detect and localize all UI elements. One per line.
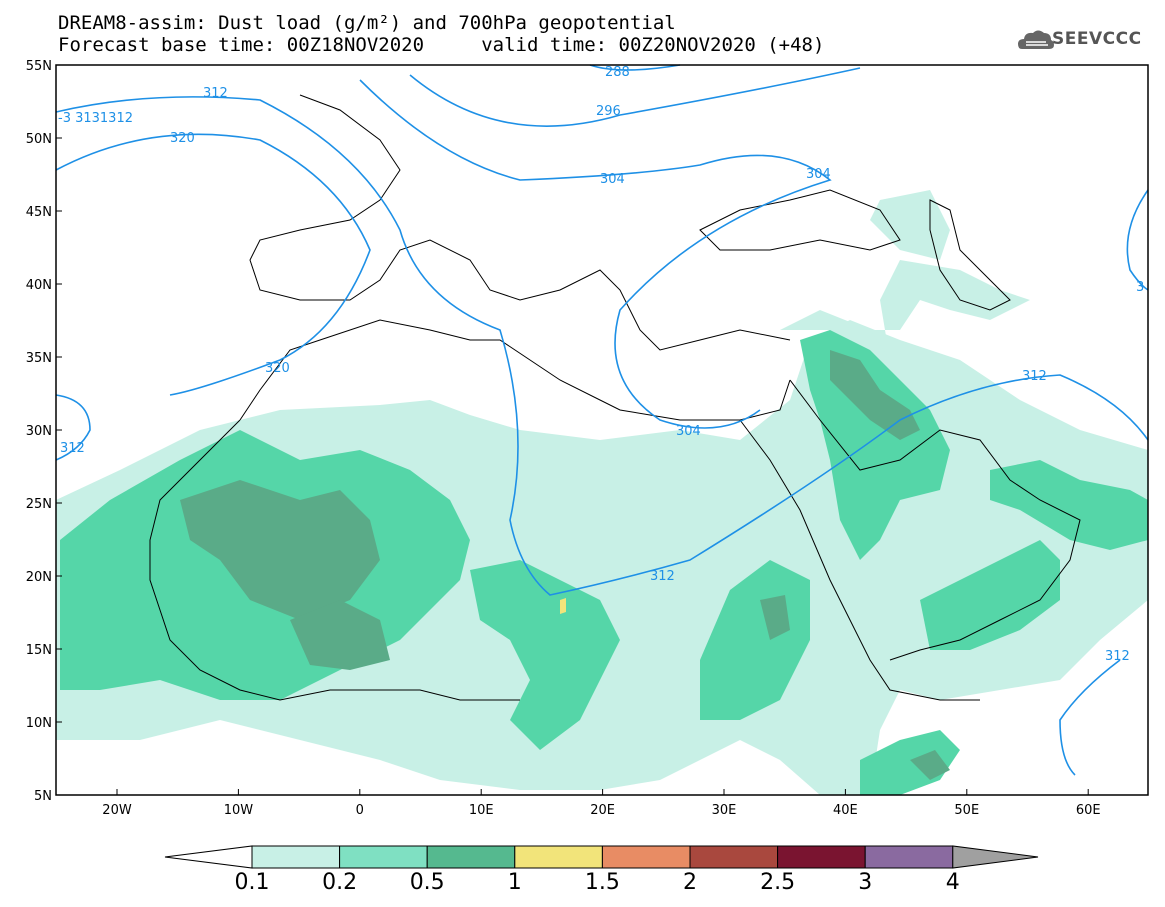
contour-label: 288 xyxy=(605,65,630,80)
colorbar-swatch xyxy=(689,845,779,869)
colorbar xyxy=(164,845,1039,869)
colorbar-high-arrow xyxy=(952,845,1039,869)
contour-304 xyxy=(359,79,832,429)
coastline-caspian xyxy=(929,199,1011,311)
lat-tick-label: 10N xyxy=(26,716,52,731)
colorbar-label: 0.1 xyxy=(234,870,270,895)
dust-load-field xyxy=(56,190,1148,795)
contour-label: 304 xyxy=(600,172,625,187)
colorbar-swatch xyxy=(777,845,866,869)
lat-tick-label: 25N xyxy=(26,497,52,512)
lon-tick-label: 10E xyxy=(469,803,494,818)
cloud-logo-icon xyxy=(1018,30,1054,49)
contour-labels: 288 296 304 312 320 -3 3131312 312 304 3… xyxy=(58,65,1144,664)
lat-tick-label: 45N xyxy=(26,205,52,220)
contour-label: 304 xyxy=(676,424,701,439)
lon-tick-label: 10W xyxy=(224,803,254,818)
contour-3-east xyxy=(1126,189,1149,291)
colorbar-label: 2 xyxy=(683,870,697,895)
contour-320 xyxy=(55,133,371,396)
logo-text: SEEVCCC xyxy=(1052,29,1142,49)
dust-area-medium-5 xyxy=(920,540,1060,650)
dust-area-medium-7 xyxy=(860,730,960,795)
coastline-europe xyxy=(249,94,791,351)
coastline-africa-west xyxy=(149,419,520,701)
coastline-black-sea xyxy=(699,189,901,251)
lat-tick-label: 50N xyxy=(26,132,52,147)
colorbar-label: 4 xyxy=(945,870,960,895)
coastlines xyxy=(149,94,1081,701)
contour-288 xyxy=(589,64,681,71)
dust-area-medium-2 xyxy=(470,560,620,750)
dust-area-heavy-4 xyxy=(760,595,790,640)
dust-area-light-2 xyxy=(780,260,1030,360)
lon-tick-label: 50E xyxy=(954,803,979,818)
contour-label: 304 xyxy=(806,167,831,182)
contour-label: 312 xyxy=(1022,369,1047,384)
colorbar-swatch xyxy=(339,845,428,869)
colorbar-label: 2.5 xyxy=(760,870,796,895)
colorbar-label: 0.2 xyxy=(322,870,358,895)
lat-tick-label: 30N xyxy=(26,424,52,439)
contour-312-west xyxy=(55,394,91,461)
lon-tick-label: 40E xyxy=(833,803,858,818)
colorbar-swatch xyxy=(864,845,954,869)
contour-label: 320 xyxy=(170,131,195,146)
lat-tick-label: 15N xyxy=(26,643,52,658)
lon-tick-label: 20W xyxy=(102,803,132,818)
coastline-arabia xyxy=(789,379,1081,661)
contour-label: 320 xyxy=(265,361,290,376)
latitude-axis: 55N 50N 45N 40N 35N 30N 25N 20N 15N 10N 5N xyxy=(26,59,62,804)
dust-area-medium-6 xyxy=(990,460,1148,550)
colorbar-label: 0.5 xyxy=(409,870,445,895)
coastline-africa-north xyxy=(239,319,791,421)
lat-tick-label: 5N xyxy=(34,789,52,804)
lat-tick-label: 20N xyxy=(26,570,52,585)
dust-area-heavy xyxy=(180,480,380,620)
contour-label: 312 xyxy=(203,86,228,101)
lat-tick-label: 40N xyxy=(26,278,52,293)
colorbar-swatch xyxy=(251,845,341,869)
title-line-1: DREAM8-assim: Dust load (g/m²) and 700hP… xyxy=(58,12,676,34)
colorbar-swatch xyxy=(601,845,691,869)
lat-tick-label: 35N xyxy=(26,351,52,366)
contour-label: -3 3131312 xyxy=(58,111,133,126)
coastline-red-sea xyxy=(739,419,980,701)
title-line-2: Forecast base time: 00Z18NOV2020 valid t… xyxy=(58,34,825,56)
colorbar-label: 1 xyxy=(507,870,522,895)
lon-tick-label: 30E xyxy=(712,803,737,818)
contour-296 xyxy=(409,67,861,127)
lon-tick-label: 0 xyxy=(356,803,364,818)
geopotential-contours xyxy=(55,64,1149,776)
longitude-axis: 20W 10W 0 10E 20E 30E 40E 50E 60E xyxy=(102,789,1101,818)
colorbar-label: 3 xyxy=(858,870,873,895)
dust-area-heavy-3 xyxy=(830,350,920,440)
lon-tick-label: 20E xyxy=(590,803,615,818)
dust-area-yellow xyxy=(560,598,566,614)
contour-label: 312 xyxy=(650,569,675,584)
colorbar-label: 1.5 xyxy=(584,870,620,895)
contour-label: 312 xyxy=(60,441,85,456)
contour-label: 296 xyxy=(596,104,621,119)
contour-label: 312 xyxy=(1105,649,1130,664)
lon-tick-label: 60E xyxy=(1076,803,1101,818)
dust-area-heavy-5 xyxy=(910,750,950,780)
lat-tick-label: 55N xyxy=(26,59,52,74)
colorbar-swatch xyxy=(514,845,603,869)
contour-label: 3 xyxy=(1136,280,1144,295)
colorbar-low-arrow xyxy=(164,845,253,869)
dust-area-heavy-2 xyxy=(290,600,390,670)
contour-312-east xyxy=(1059,659,1121,776)
colorbar-swatch xyxy=(426,845,516,869)
contour-312-north xyxy=(55,96,1149,596)
